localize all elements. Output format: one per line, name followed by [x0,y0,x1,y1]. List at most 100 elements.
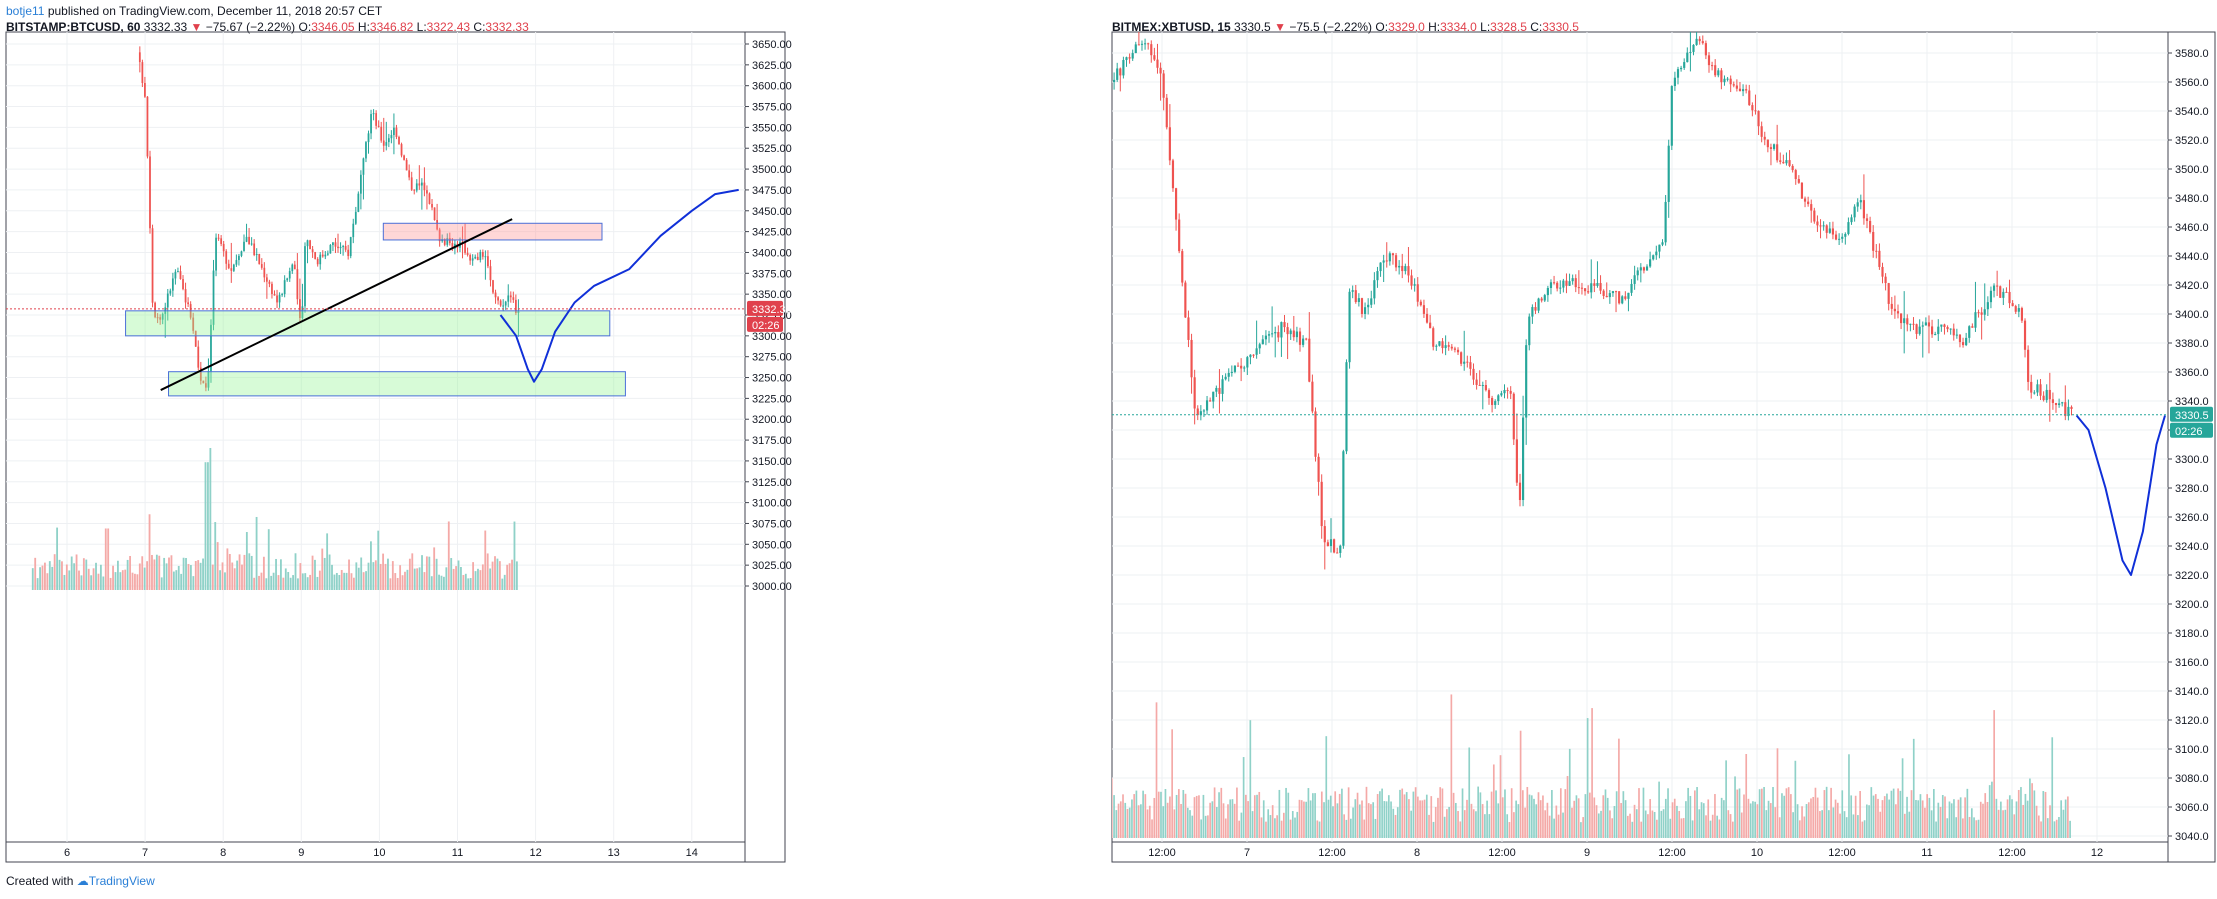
left-volume-bar [202,558,204,590]
left-volume-bar [421,555,423,590]
right-volume-bar [1714,794,1716,838]
left-candle [398,137,400,145]
right-candle [1240,365,1243,369]
right-volume-bar [1613,806,1616,838]
right-candle [1113,79,1116,82]
author-link[interactable]: botje11 [6,4,45,18]
right-volume-bar [1401,788,1404,838]
right-volume-bar [1832,807,1835,838]
right-volume-bar [1504,789,1506,838]
left-candle [291,264,294,272]
right-candle [1649,259,1652,267]
right-volume-bar [1347,787,1350,838]
right-y-tick-label: 3360.0 [2175,367,2209,379]
left-x-tick-label: 14 [686,847,698,859]
right-volume-bar [1872,795,1875,838]
right-volume-bar [1439,787,1442,838]
right-candle [1518,482,1522,501]
right-volume-bar [2035,805,2038,838]
right-volume-bar [2011,799,2013,838]
left-volume-bar [70,556,73,590]
created-with-text: Created with [6,874,74,888]
right-candle [1348,291,1351,363]
right-volume-bar [1997,809,2000,838]
left-volume-bar [211,564,214,590]
right-volume-bar [1410,810,1412,838]
right-y-tick-label: 3440.0 [2175,251,2209,263]
right-volume-bar [1452,792,1455,838]
right-y-tick-label: 3520.0 [2175,135,2209,147]
left-volume-bar [501,578,504,590]
right-volume-bar [1367,803,1370,838]
right-c-label: C: [1530,20,1543,34]
left-volume-bar [138,563,141,590]
right-volume-bar [1142,790,1144,838]
left-x-tick-label: 11 [452,847,463,859]
right-candle [2070,406,2073,409]
right-volume-bar [1620,803,1622,838]
left-volume-bar [387,558,389,590]
right-candle [1738,88,1742,92]
tradingview-link[interactable]: TradingView [88,874,155,888]
right-volume-bar [1191,815,1194,838]
left-candle [433,207,436,221]
right-candle [1574,278,1577,288]
right-candle [2058,403,2061,406]
right-candle [1689,51,1692,53]
right-projection-path [2075,414,2166,576]
right-candle [1286,327,1289,335]
left-volume-bar [304,573,307,590]
right-x-tick-label: 12 [2091,847,2103,859]
left-volume-bar [51,566,54,590]
right-volume-bar [1492,764,1495,838]
left-volume-bar [367,562,370,590]
right-volume-bar [1533,798,1535,838]
right-volume-bar [1209,802,1211,838]
right-candle [1754,110,1757,112]
left-change: −75.67 (−2.22%) [205,20,296,34]
right-candle [1363,307,1367,314]
left-volume-bar [464,573,467,590]
right-symbol[interactable]: BITMEX:XBTUSD, 15 [1112,20,1231,34]
right-volume-bar [2060,800,2063,838]
right-volume-bar [1796,804,1799,838]
right-candle [1497,395,1500,402]
left-candle [367,133,370,143]
right-volume-bar [1673,798,1676,838]
right-volume-bar [1886,793,1888,838]
right-candle [1968,326,1971,338]
right-volume-bar [1843,811,1846,838]
left-volume-bar [411,553,414,590]
right-candle [1658,244,1661,252]
right-volume-bar [1169,796,1171,838]
right-volume-bar [1577,798,1580,838]
right-candle [1766,139,1769,148]
left-volume-bar [489,568,492,590]
right-candle [1193,377,1196,409]
right-candle [1450,346,1453,349]
left-volume-bar [216,542,219,590]
right-y-tick-label: 3160.0 [2175,657,2209,669]
right-candle [1317,456,1320,482]
left-candle [337,246,339,249]
right-volume-bar [1747,798,1750,838]
left-symbol[interactable]: BITSTAMP:BTCUSD, 60 [6,20,141,34]
left-volume-bar [121,570,124,590]
right-candle [1472,368,1475,380]
right-volume-bar [2069,820,2071,838]
left-volume-bar [328,554,331,590]
right-candle [1757,110,1760,127]
right-volume-bar [1133,794,1136,838]
right-candle [1831,228,1835,235]
right-volume-bar [1285,787,1287,838]
right-volume-bar [1499,755,1502,838]
left-volume-bar [340,569,343,590]
right-candle [1680,67,1683,70]
right-candle [1388,253,1391,262]
right-volume-bar [1839,813,1841,838]
left-volume-bar [36,578,39,590]
left-volume-bar [107,528,110,590]
right-volume-bar [1698,809,1701,838]
right-candle [1506,390,1509,392]
